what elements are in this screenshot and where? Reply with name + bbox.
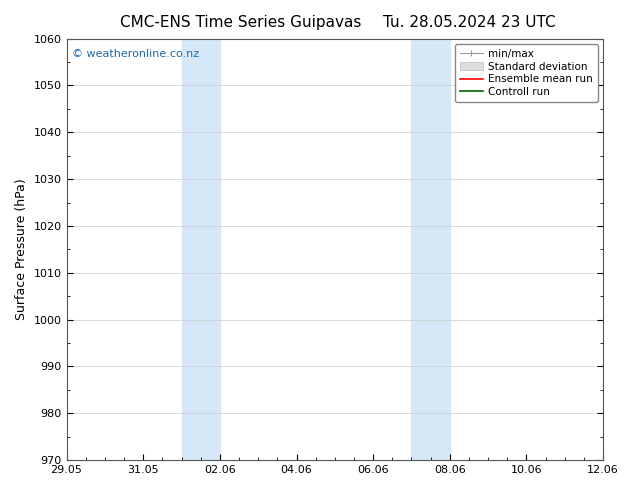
- Legend: min/max, Standard deviation, Ensemble mean run, Controll run: min/max, Standard deviation, Ensemble me…: [455, 44, 598, 102]
- Text: © weatheronline.co.nz: © weatheronline.co.nz: [72, 49, 199, 59]
- Bar: [181, 39, 220, 460]
- Text: CMC-ENS Time Series Guipavas: CMC-ENS Time Series Guipavas: [120, 15, 361, 30]
- Text: Tu. 28.05.2024 23 UTC: Tu. 28.05.2024 23 UTC: [383, 15, 555, 30]
- Y-axis label: Surface Pressure (hPa): Surface Pressure (hPa): [15, 178, 28, 320]
- Bar: [411, 39, 450, 460]
